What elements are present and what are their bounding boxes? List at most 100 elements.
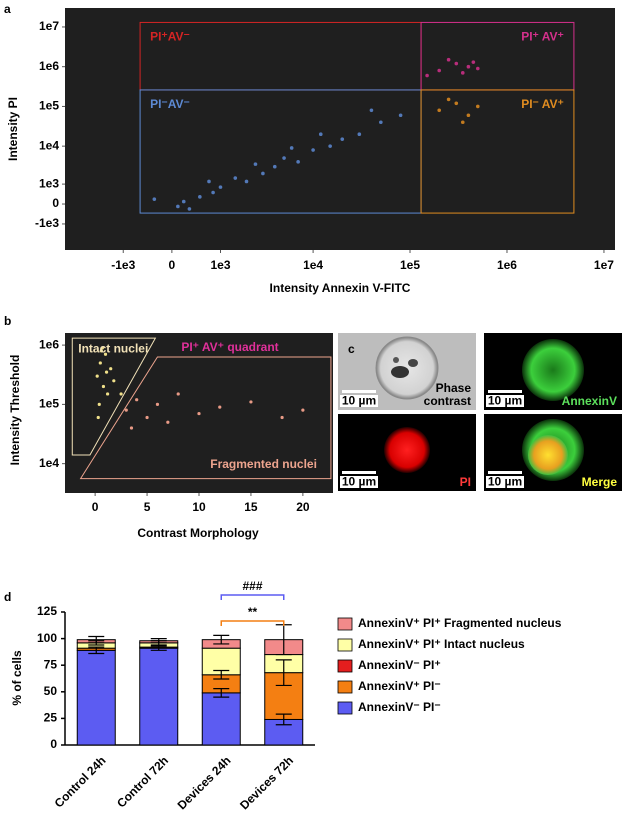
- point: [187, 207, 192, 211]
- y-tick-label: 75: [44, 657, 58, 671]
- y-tick-label: 1e4: [39, 138, 59, 152]
- point: [318, 132, 323, 137]
- scale-label-box: [340, 476, 378, 488]
- point: [233, 176, 238, 180]
- y-tick-label: 1e5: [39, 99, 59, 113]
- gate-label: Intact nuclei: [78, 341, 148, 355]
- legend-swatch: [337, 680, 353, 694]
- point: [198, 195, 202, 199]
- point: [135, 398, 139, 402]
- y-tick-label: 100: [37, 631, 57, 645]
- point: [425, 73, 429, 78]
- point: [211, 190, 215, 195]
- x-tick-label: Control 24h: [52, 753, 109, 810]
- point: [218, 185, 223, 189]
- gate: [79, 356, 332, 480]
- legend-swatch: [337, 638, 353, 652]
- point: [475, 104, 480, 109]
- gate-label: PI⁻AV⁻: [150, 97, 190, 111]
- scale-label: 10 µm: [488, 394, 522, 408]
- plot-background: [65, 8, 615, 250]
- image-label: Phase contrast: [424, 381, 472, 408]
- point: [244, 179, 249, 184]
- x-tick-label: 10: [192, 500, 206, 514]
- scale-label-box: [340, 395, 378, 407]
- point: [119, 392, 123, 396]
- point: [369, 108, 374, 113]
- y-axis-label: % of cells: [10, 650, 24, 706]
- x-axis-label: Intensity Annexin V-FITC: [270, 281, 411, 295]
- point: [437, 108, 442, 113]
- image-label: Merge: [582, 475, 618, 489]
- point: [475, 66, 480, 71]
- point: [181, 199, 186, 204]
- panel-label: c: [348, 342, 355, 356]
- scale-label: 10 µm: [488, 475, 522, 489]
- point: [176, 392, 180, 396]
- y-tick-label: 1e6: [39, 59, 59, 73]
- gate-label: Fragmented nuclei: [210, 457, 317, 471]
- x-tick-label: 1e5: [400, 258, 420, 272]
- point: [460, 71, 465, 75]
- error-bar: [275, 659, 292, 687]
- legend-label: AnnexinV⁺ PI⁻: [358, 679, 441, 693]
- error-bar: [150, 645, 167, 651]
- annotation: PI⁺ AV⁺ quadrant: [181, 340, 278, 354]
- legend-label: AnnexinV⁻ PI⁻: [358, 700, 441, 714]
- bar-segment: [201, 692, 241, 746]
- panel-label: d: [4, 590, 11, 604]
- point: [249, 400, 253, 404]
- point: [101, 384, 106, 389]
- point: [197, 411, 201, 416]
- panel-label: b: [4, 314, 11, 328]
- point: [112, 379, 116, 383]
- legend-swatch: [337, 617, 353, 631]
- point: [155, 402, 160, 406]
- point: [280, 415, 284, 420]
- point: [100, 346, 104, 350]
- point: [129, 426, 134, 430]
- scale-label-box: [486, 395, 524, 407]
- image-label-line: AnnexinV: [562, 394, 617, 408]
- point: [301, 408, 305, 412]
- image-label: AnnexinV: [562, 394, 617, 408]
- gate-label: PI⁻ AV⁺: [521, 97, 564, 111]
- legend-swatch: [337, 701, 353, 715]
- point: [166, 420, 170, 424]
- y-tick-label: 1e6: [39, 337, 59, 351]
- error-bar: [213, 688, 230, 698]
- point: [446, 57, 451, 62]
- point: [176, 204, 180, 209]
- x-tick-label: -1e3: [111, 258, 135, 272]
- bar-segment: [139, 647, 179, 746]
- y-tick-label: 0: [52, 196, 59, 210]
- error-bar: [275, 713, 292, 726]
- point: [311, 148, 315, 152]
- point: [296, 160, 300, 164]
- point: [446, 97, 451, 102]
- point: [357, 132, 362, 137]
- x-tick-label: 1e3: [210, 258, 230, 272]
- image-label-line: Phase: [436, 381, 472, 395]
- x-tick-label: Control 72h: [114, 753, 171, 810]
- x-axis-label: Contrast Morphology: [137, 526, 259, 540]
- point: [98, 361, 102, 365]
- x-tick-label: 5: [144, 500, 151, 514]
- gate-label: PI⁺AV⁻: [150, 30, 190, 44]
- x-tick-label: 20: [296, 500, 310, 514]
- point: [454, 101, 459, 106]
- y-tick-label: 0: [50, 737, 57, 751]
- point: [282, 156, 286, 160]
- scale-bar: [342, 390, 376, 393]
- y-axis-label: Intensity PI: [6, 97, 20, 161]
- gate: [71, 337, 157, 456]
- y-tick-label: 125: [37, 604, 57, 618]
- scale-label: 10 µm: [342, 394, 376, 408]
- point: [466, 64, 471, 69]
- significance-label: ###: [242, 579, 262, 593]
- x-tick-label: 0: [169, 258, 176, 272]
- point: [261, 171, 265, 176]
- x-tick-label: 0: [92, 500, 99, 514]
